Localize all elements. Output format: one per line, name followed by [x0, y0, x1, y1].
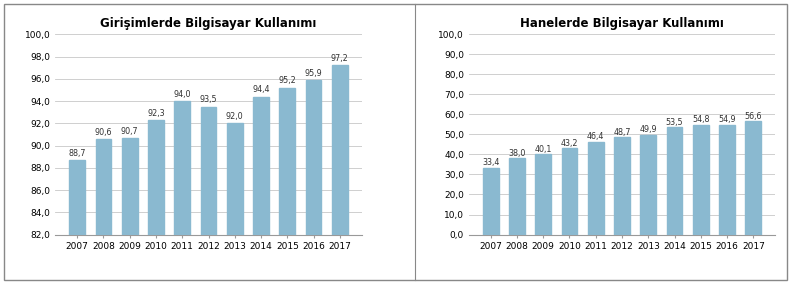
Bar	[614, 137, 630, 235]
Text: 90,6: 90,6	[95, 128, 112, 137]
Title: Girişimlerde Bilgisayar Kullanımı: Girişimlerde Bilgisayar Kullanımı	[100, 17, 316, 30]
Text: 40,1: 40,1	[535, 145, 552, 154]
Text: 94,0: 94,0	[173, 90, 191, 99]
Bar	[305, 80, 321, 235]
Bar	[332, 65, 348, 235]
Bar	[693, 125, 709, 235]
Bar	[509, 158, 525, 235]
Text: 48,7: 48,7	[613, 128, 630, 137]
Text: 93,5: 93,5	[199, 96, 218, 104]
Bar	[483, 168, 498, 235]
Bar	[588, 142, 604, 235]
Text: 97,2: 97,2	[331, 54, 349, 63]
Text: 46,4: 46,4	[587, 132, 604, 141]
Text: 49,9: 49,9	[639, 125, 657, 134]
Text: 92,3: 92,3	[147, 109, 165, 118]
Text: 90,7: 90,7	[121, 126, 138, 136]
Text: 43,2: 43,2	[561, 139, 578, 148]
Bar	[70, 160, 85, 235]
Bar	[174, 101, 190, 235]
Text: 95,9: 95,9	[305, 69, 323, 78]
Text: 38,0: 38,0	[509, 149, 526, 158]
Text: 56,6: 56,6	[744, 112, 762, 121]
Bar	[201, 107, 217, 235]
Text: 54,8: 54,8	[692, 116, 710, 124]
Bar	[122, 138, 138, 235]
Bar	[745, 121, 761, 235]
Text: 88,7: 88,7	[69, 149, 86, 158]
Bar	[562, 148, 577, 235]
Text: 53,5: 53,5	[666, 118, 683, 127]
Title: Hanelerde Bilgisayar Kullanımı: Hanelerde Bilgisayar Kullanımı	[520, 17, 724, 30]
Text: 33,4: 33,4	[482, 158, 499, 167]
Bar	[667, 128, 683, 235]
Text: 94,4: 94,4	[252, 86, 270, 94]
Bar	[279, 88, 295, 235]
Text: 92,0: 92,0	[226, 112, 244, 121]
Text: 95,2: 95,2	[278, 76, 296, 86]
Bar	[641, 135, 657, 235]
Bar	[148, 120, 164, 235]
Text: 54,9: 54,9	[718, 115, 736, 124]
Bar	[536, 154, 551, 235]
Bar	[253, 97, 269, 235]
Bar	[96, 139, 112, 235]
Bar	[719, 125, 735, 235]
Bar	[227, 123, 243, 235]
